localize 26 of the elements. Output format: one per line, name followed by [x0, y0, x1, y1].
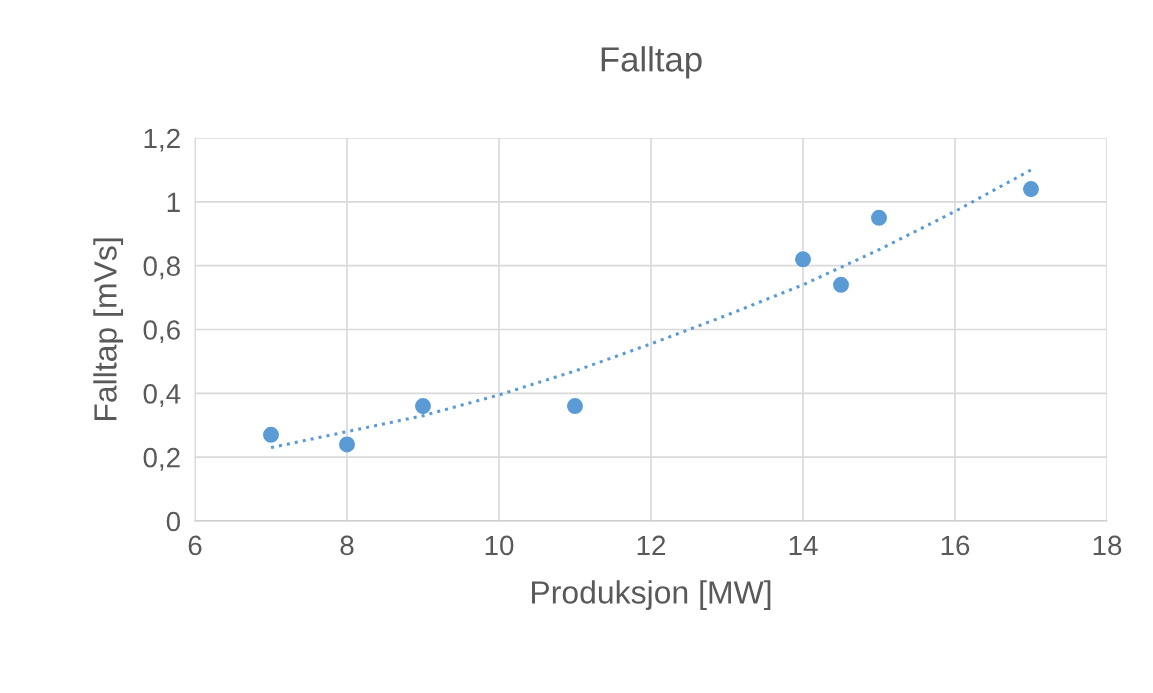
x-tick-label: 8	[340, 535, 354, 556]
x-tick-label: 14	[789, 535, 818, 556]
y-tick-label: 1,2	[144, 128, 180, 152]
y-tick-label: 0	[166, 511, 181, 532]
line-series	[269, 168, 1033, 450]
x-tick-label: 10	[485, 535, 514, 556]
point	[795, 251, 811, 268]
point	[871, 209, 887, 226]
point	[415, 398, 431, 415]
y-tick-label: 0,2	[143, 447, 180, 471]
chart-title: Falltap	[601, 46, 702, 79]
y-tick-label: 1	[167, 192, 180, 212]
point	[567, 398, 583, 415]
y-axis-title: Falltap [mVs]	[93, 238, 124, 421]
y-tick-label: 0,8	[143, 256, 180, 280]
point	[1023, 181, 1039, 198]
point	[833, 276, 849, 293]
point	[339, 436, 355, 453]
x-tick-label: 16	[941, 535, 970, 556]
x-tick-label: 12	[637, 535, 666, 556]
x-tick-label: 6	[188, 535, 202, 556]
y-tick-label: 0,4	[143, 384, 181, 407]
point	[263, 426, 279, 443]
x-tick-label: 18	[1093, 535, 1122, 556]
y-tick-label: 0,6	[143, 320, 180, 344]
x-axis-title: Produksjon [MW]	[532, 580, 771, 611]
